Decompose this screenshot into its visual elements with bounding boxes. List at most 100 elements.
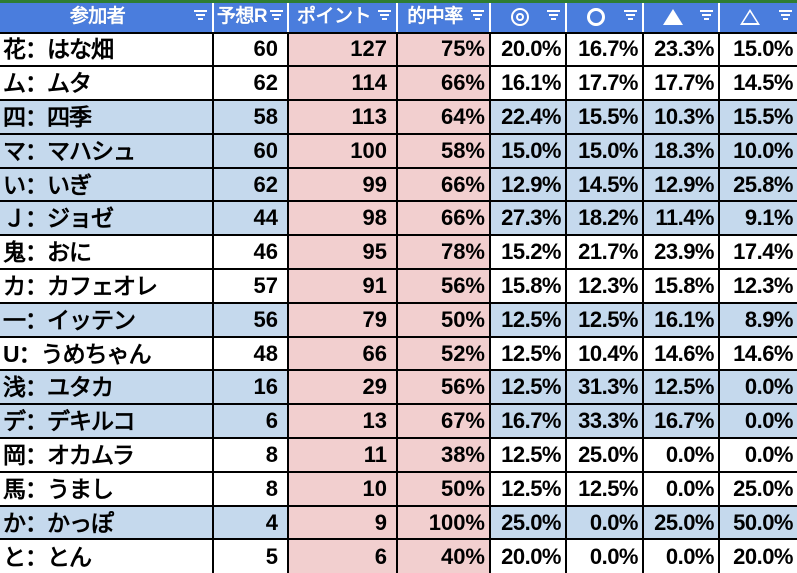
cell-renka[interactable]: 15.5% [719, 100, 797, 135]
cell-taikou[interactable]: 12.3% [566, 269, 644, 304]
cell-rate[interactable]: 50% [397, 471, 491, 507]
cell-renka[interactable]: 0.0% [719, 438, 797, 473]
table-row[interactable]: デ：デキルコ 6 13 67% 16.7% 33.3% 16.7% 0.0% [0, 404, 797, 440]
filter-dropdown-icon-yosou[interactable] [269, 9, 284, 25]
cell-rate[interactable]: 56% [397, 269, 491, 304]
cell-taikou[interactable]: 21.7% [566, 235, 644, 271]
filter-dropdown-icon-tanana[interactable] [699, 9, 714, 25]
cell-yosou[interactable]: 60 [213, 32, 289, 68]
filter-dropdown-icon-honmei[interactable] [546, 9, 561, 25]
cell-rate[interactable]: 66% [397, 66, 491, 102]
cell-point[interactable]: 99 [288, 167, 398, 203]
table-row[interactable]: カ：カフェオレ 57 91 56% 15.8% 12.3% 15.8% 12.3% [0, 269, 797, 304]
cell-honmei[interactable]: 12.5% [490, 302, 567, 338]
cell-taikou[interactable]: 12.5% [566, 302, 644, 338]
cell-yosou[interactable]: 8 [213, 471, 289, 507]
cell-renka[interactable]: 10.0% [719, 133, 797, 169]
cell-tanana[interactable]: 23.9% [643, 235, 720, 271]
table-row[interactable]: か：かっぽ 4 9 100% 25.0% 0.0% 25.0% 50.0% [0, 505, 797, 541]
table-row[interactable]: い：いぎ 62 99 66% 12.9% 14.5% 12.9% 25.8% [0, 167, 797, 203]
cell-tanana[interactable]: 16.7% [643, 404, 720, 440]
cell-yosou[interactable]: 56 [213, 302, 289, 338]
cell-point[interactable]: 100 [288, 133, 398, 169]
column-header-yosou[interactable]: 予想R [213, 0, 289, 34]
cell-point[interactable]: 6 [288, 539, 398, 573]
column-header-taikou[interactable] [566, 0, 644, 34]
cell-point[interactable]: 10 [288, 471, 398, 507]
cell-tanana[interactable]: 15.8% [643, 269, 720, 304]
cell-yosou[interactable]: 44 [213, 201, 289, 237]
cell-point[interactable]: 95 [288, 235, 398, 271]
cell-name[interactable]: 岡：オカムラ [0, 438, 214, 473]
cell-point[interactable]: 29 [288, 370, 398, 406]
cell-name[interactable]: い：いぎ [0, 167, 214, 203]
cell-renka[interactable]: 0.0% [719, 370, 797, 406]
cell-taikou[interactable]: 31.3% [566, 370, 644, 406]
cell-name[interactable]: 花：はな畑 [0, 32, 214, 68]
cell-tanana[interactable]: 14.6% [643, 336, 720, 372]
cell-honmei[interactable]: 15.8% [490, 269, 567, 304]
table-row[interactable]: U：うめちゃん 48 66 52% 12.5% 10.4% 14.6% 14.6% [0, 336, 797, 372]
cell-honmei[interactable]: 16.7% [490, 404, 567, 440]
cell-yosou[interactable]: 4 [213, 505, 289, 541]
cell-tanana[interactable]: 25.0% [643, 505, 720, 541]
cell-name[interactable]: デ：デキルコ [0, 404, 214, 440]
table-row[interactable]: 四：四季 58 113 64% 22.4% 15.5% 10.3% 15.5% [0, 100, 797, 135]
cell-honmei[interactable]: 12.9% [490, 167, 567, 203]
cell-tanana[interactable]: 0.0% [643, 539, 720, 573]
cell-name[interactable]: 一：イッテン [0, 302, 214, 338]
cell-honmei[interactable]: 27.3% [490, 201, 567, 237]
table-row[interactable]: 浅：ユタカ 16 29 56% 12.5% 31.3% 12.5% 0.0% [0, 370, 797, 406]
table-row[interactable]: 一：イッテン 56 79 50% 12.5% 12.5% 16.1% 8.9% [0, 302, 797, 338]
cell-name[interactable]: カ：カフェオレ [0, 269, 214, 304]
column-header-point[interactable]: ポイント [288, 0, 398, 34]
cell-rate[interactable]: 64% [397, 100, 491, 135]
cell-tanana[interactable]: 23.3% [643, 32, 720, 68]
cell-name[interactable]: か：かっぽ [0, 505, 214, 541]
cell-honmei[interactable]: 12.5% [490, 336, 567, 372]
cell-renka[interactable]: 15.0% [719, 32, 797, 68]
cell-renka[interactable]: 12.3% [719, 269, 797, 304]
cell-rate[interactable]: 66% [397, 167, 491, 203]
table-row[interactable]: 馬：うまし 8 10 50% 12.5% 12.5% 0.0% 25.0% [0, 471, 797, 507]
cell-renka[interactable]: 25.8% [719, 167, 797, 203]
cell-name[interactable]: ム：ムタ [0, 66, 214, 102]
cell-name[interactable]: と：とん [0, 539, 214, 573]
cell-point[interactable]: 11 [288, 438, 398, 473]
cell-tanana[interactable]: 11.4% [643, 201, 720, 237]
cell-taikou[interactable]: 0.0% [566, 539, 644, 573]
table-row[interactable]: 鬼：おに 46 95 78% 15.2% 21.7% 23.9% 17.4% [0, 235, 797, 271]
cell-rate[interactable]: 50% [397, 302, 491, 338]
cell-taikou[interactable]: 18.2% [566, 201, 644, 237]
filter-dropdown-icon-rate[interactable] [470, 9, 485, 25]
cell-yosou[interactable]: 62 [213, 66, 289, 102]
cell-yosou[interactable]: 60 [213, 133, 289, 169]
table-row[interactable]: Ｊ：ジョゼ 44 98 66% 27.3% 18.2% 11.4% 9.1% [0, 201, 797, 237]
cell-name[interactable]: Ｊ：ジョゼ [0, 201, 214, 237]
cell-yosou[interactable]: 58 [213, 100, 289, 135]
cell-name[interactable]: U：うめちゃん [0, 336, 214, 372]
column-header-rate[interactable]: 的中率 [397, 0, 491, 34]
cell-taikou[interactable]: 12.5% [566, 471, 644, 507]
table-row[interactable]: マ：マハシュ 60 100 58% 15.0% 15.0% 18.3% 10.0% [0, 133, 797, 169]
cell-yosou[interactable]: 57 [213, 269, 289, 304]
cell-rate[interactable]: 58% [397, 133, 491, 169]
cell-name[interactable]: 浅：ユタカ [0, 370, 214, 406]
cell-point[interactable]: 98 [288, 201, 398, 237]
cell-name[interactable]: 四：四季 [0, 100, 214, 135]
cell-renka[interactable]: 17.4% [719, 235, 797, 271]
filter-dropdown-icon-taikou[interactable] [623, 9, 638, 25]
table-row[interactable]: ム：ムタ 62 114 66% 16.1% 17.7% 17.7% 14.5% [0, 66, 797, 102]
cell-rate[interactable]: 52% [397, 336, 491, 372]
cell-taikou[interactable]: 14.5% [566, 167, 644, 203]
cell-renka[interactable]: 14.5% [719, 66, 797, 102]
table-row[interactable]: 岡：オカムラ 8 11 38% 12.5% 25.0% 0.0% 0.0% [0, 438, 797, 473]
cell-point[interactable]: 113 [288, 100, 398, 135]
cell-point[interactable]: 114 [288, 66, 398, 102]
cell-point[interactable]: 127 [288, 32, 398, 68]
cell-honmei[interactable]: 12.5% [490, 370, 567, 406]
cell-renka[interactable]: 8.9% [719, 302, 797, 338]
cell-honmei[interactable]: 12.5% [490, 438, 567, 473]
cell-honmei[interactable]: 20.0% [490, 32, 567, 68]
cell-rate[interactable]: 67% [397, 404, 491, 440]
